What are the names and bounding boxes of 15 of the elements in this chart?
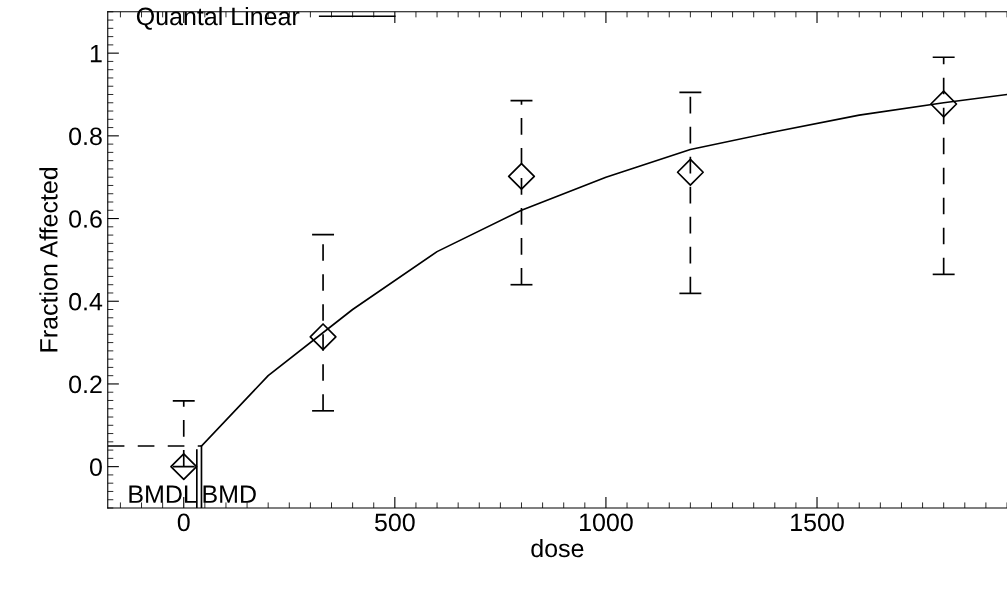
y-tick-label: 1 xyxy=(90,45,102,63)
y-tick-label: 0.2 xyxy=(69,375,102,394)
x-tick-label: 1500 xyxy=(791,513,844,532)
annotation: BMD xyxy=(203,485,256,503)
x-axis-title: dose xyxy=(531,538,584,558)
y-tick-label: 0.4 xyxy=(69,292,103,311)
y-tick-label: 0 xyxy=(89,458,102,476)
x-tick-label: 1000 xyxy=(580,513,633,532)
annotation: BMDL xyxy=(129,485,196,503)
legend-label: Quantal Linear xyxy=(136,6,300,30)
x-tick-label: 0 xyxy=(177,513,190,532)
x-tick-label: 500 xyxy=(374,513,415,532)
y-tick-label: 0.8 xyxy=(69,127,102,146)
y-axis-title: Fraction Affected xyxy=(39,167,58,352)
y-tick-label: 0.6 xyxy=(69,210,102,228)
